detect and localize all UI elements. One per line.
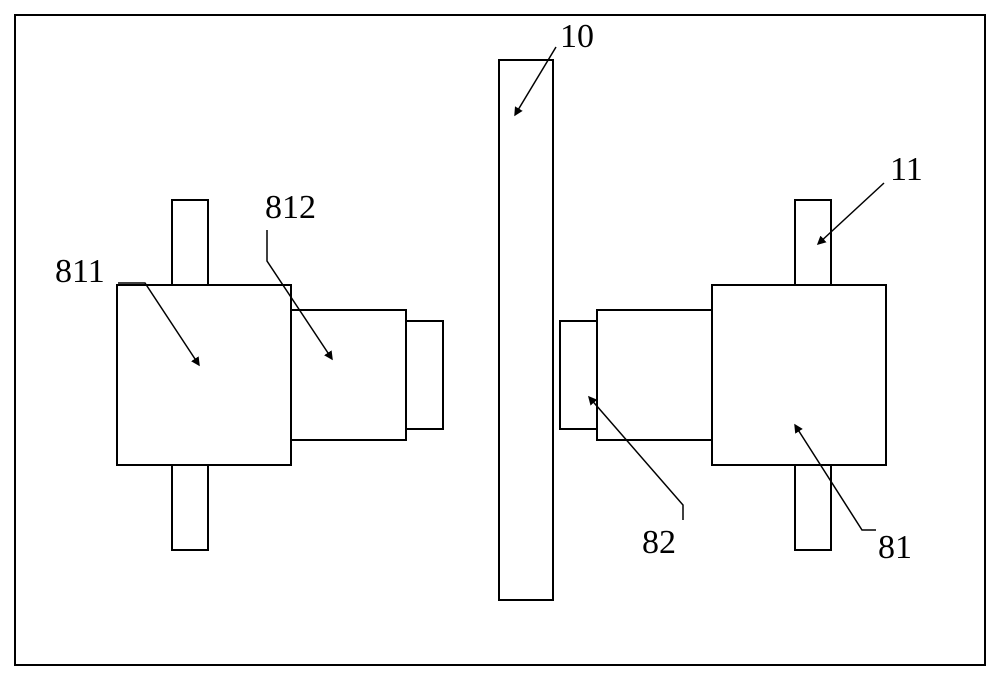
part-left_sleeve_out [291, 310, 406, 440]
part-left_peg_top [172, 200, 208, 285]
leader-11 [818, 183, 884, 244]
label-811: 811 [55, 253, 105, 290]
label-81: 81 [878, 529, 912, 566]
leader-81 [795, 425, 876, 530]
label-812: 812 [265, 189, 316, 226]
part-right_sleeve_out [597, 310, 712, 440]
leader-10 [515, 47, 556, 115]
leader-811 [118, 283, 199, 365]
label-10: 10 [560, 18, 594, 55]
leader-812 [267, 230, 332, 359]
part-right_block [712, 285, 886, 465]
part-right_sleeve_in [560, 321, 597, 429]
label-11: 11 [890, 151, 923, 188]
part-right_peg_bot [795, 465, 831, 550]
part-right_peg_top [795, 200, 831, 285]
leader-82 [589, 397, 683, 520]
part-left_sleeve_in [406, 321, 443, 429]
label-82: 82 [642, 524, 676, 561]
part-central_column [499, 60, 553, 600]
part-left_peg_bot [172, 465, 208, 550]
part-left_block [117, 285, 291, 465]
